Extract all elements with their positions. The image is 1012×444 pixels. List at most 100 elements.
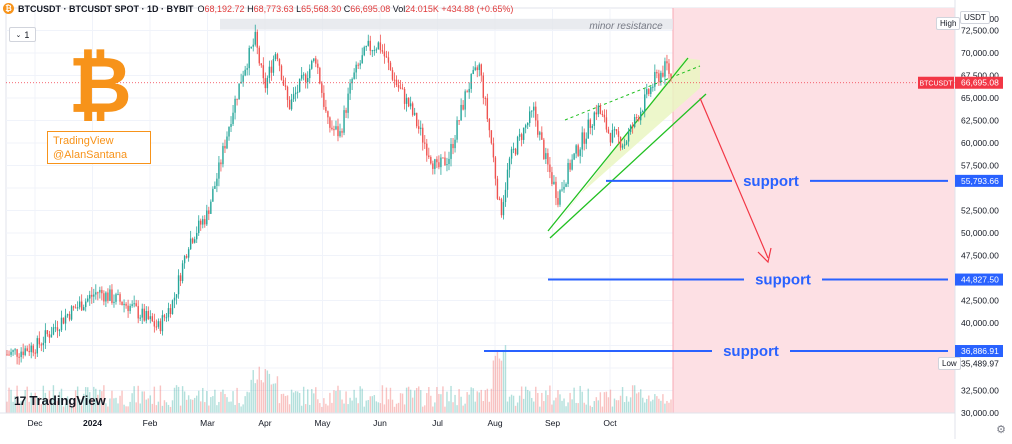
candle-body: [391, 70, 394, 80]
volume-bar: [609, 389, 612, 413]
currency-button[interactable]: USDT: [960, 11, 990, 24]
volume-bar: [464, 403, 466, 413]
low-button[interactable]: Low: [938, 357, 961, 370]
candle-body: [181, 263, 184, 281]
volume-bar: [456, 405, 458, 413]
x-tick-label: Mar: [200, 418, 215, 428]
candle-body: [115, 294, 117, 302]
volume-bar: [395, 403, 398, 413]
volume-bar: [607, 397, 610, 413]
candle-body: [18, 356, 20, 358]
x-tick-label: Sep: [545, 418, 560, 428]
candle-body: [337, 126, 339, 137]
candle-body: [642, 111, 644, 113]
candle-body: [161, 315, 164, 332]
candle-body: [559, 190, 561, 205]
candle-body: [127, 305, 129, 312]
volume-bar: [101, 391, 103, 413]
volume-bar: [151, 403, 154, 413]
candle-body: [113, 301, 115, 303]
vol-label: Vol: [392, 3, 406, 14]
candle-body: [444, 157, 446, 166]
volume-bar: [282, 393, 285, 413]
volume-bar: [587, 388, 589, 413]
volume-bar: [571, 399, 573, 413]
volume-bar: [555, 397, 557, 413]
volume-bar: [579, 385, 581, 413]
candle-body: [226, 136, 228, 149]
volume-bar: [504, 345, 507, 413]
candle-body: [78, 301, 81, 308]
candle-body: [64, 315, 67, 324]
volume-bar: [321, 406, 323, 413]
volume-bar: [567, 402, 569, 413]
candle-body: [565, 183, 567, 187]
candle-body: [16, 349, 18, 357]
candle-body: [450, 143, 452, 159]
candle-body: [212, 188, 214, 202]
symbol-title[interactable]: BTCUSDT · BTCUSDT SPOT · 1D · BYBIT: [18, 3, 194, 14]
candle-body: [210, 201, 212, 214]
candle-body: [415, 112, 418, 127]
y-tick-label: 72,500.00: [961, 26, 999, 36]
candle-body: [361, 55, 363, 64]
candle-body: [56, 327, 59, 331]
candle-body: [561, 189, 563, 191]
candle-body: [80, 301, 83, 311]
volume-bar: [42, 385, 45, 413]
volume-bar: [633, 385, 636, 413]
candle-body: [72, 306, 75, 308]
symbol-header: ₿ BTCUSDT · BTCUSDT SPOT · 1D · BYBIT O6…: [3, 3, 513, 14]
volume-bar: [670, 399, 672, 413]
candle-body: [577, 145, 579, 156]
volume-bar: [619, 395, 622, 413]
candle-body: [317, 63, 319, 68]
change-value: +434.88 (+0.65%): [441, 3, 514, 14]
volume-bar: [204, 402, 206, 413]
candle-body: [216, 178, 218, 186]
candle-body: [46, 330, 49, 335]
volume-bar: [561, 400, 563, 413]
candle-body: [407, 97, 410, 107]
candle-body: [553, 181, 555, 185]
candle-body: [557, 198, 559, 205]
y-tick-label: 52,500.00: [961, 206, 999, 216]
volume-bar: [72, 404, 75, 413]
volume-bar: [480, 389, 482, 413]
candle-body: [589, 119, 591, 128]
high-button[interactable]: High: [936, 17, 961, 30]
gear-icon[interactable]: ⚙: [996, 424, 1006, 436]
volume-bar: [91, 397, 93, 413]
candle-body: [270, 66, 273, 73]
volume-bar: [470, 387, 472, 413]
candle-body: [446, 164, 448, 166]
volume-bar: [270, 384, 273, 413]
volume-bar: [62, 406, 65, 413]
candle-body: [411, 103, 414, 115]
candle-body: [389, 62, 392, 71]
candle-body: [569, 162, 571, 170]
candle-body: [290, 99, 293, 110]
support-label: support: [743, 173, 799, 190]
volume-bar: [557, 390, 559, 413]
candle-body: [526, 123, 529, 126]
volume-bar: [377, 402, 380, 413]
candle-body: [480, 64, 482, 76]
tradingview-logo[interactable]: 17 TradingView: [14, 393, 106, 408]
candle-body: [520, 134, 523, 140]
candle-body: [539, 132, 541, 135]
volume-bar: [226, 397, 228, 413]
volume-bar: [60, 388, 63, 413]
volume-bar: [640, 389, 642, 413]
volume-bar: [401, 393, 404, 413]
candle-body: [371, 50, 374, 52]
wedge-upper-line: [547, 57, 689, 232]
low-label: L: [296, 3, 302, 14]
volume-bar: [97, 394, 99, 413]
price-axis: [955, 0, 1012, 439]
interval-selector[interactable]: ⌄ 1: [9, 27, 36, 42]
candle-body: [54, 327, 57, 329]
volume-bar: [214, 389, 216, 413]
volume-bar: [349, 397, 351, 413]
